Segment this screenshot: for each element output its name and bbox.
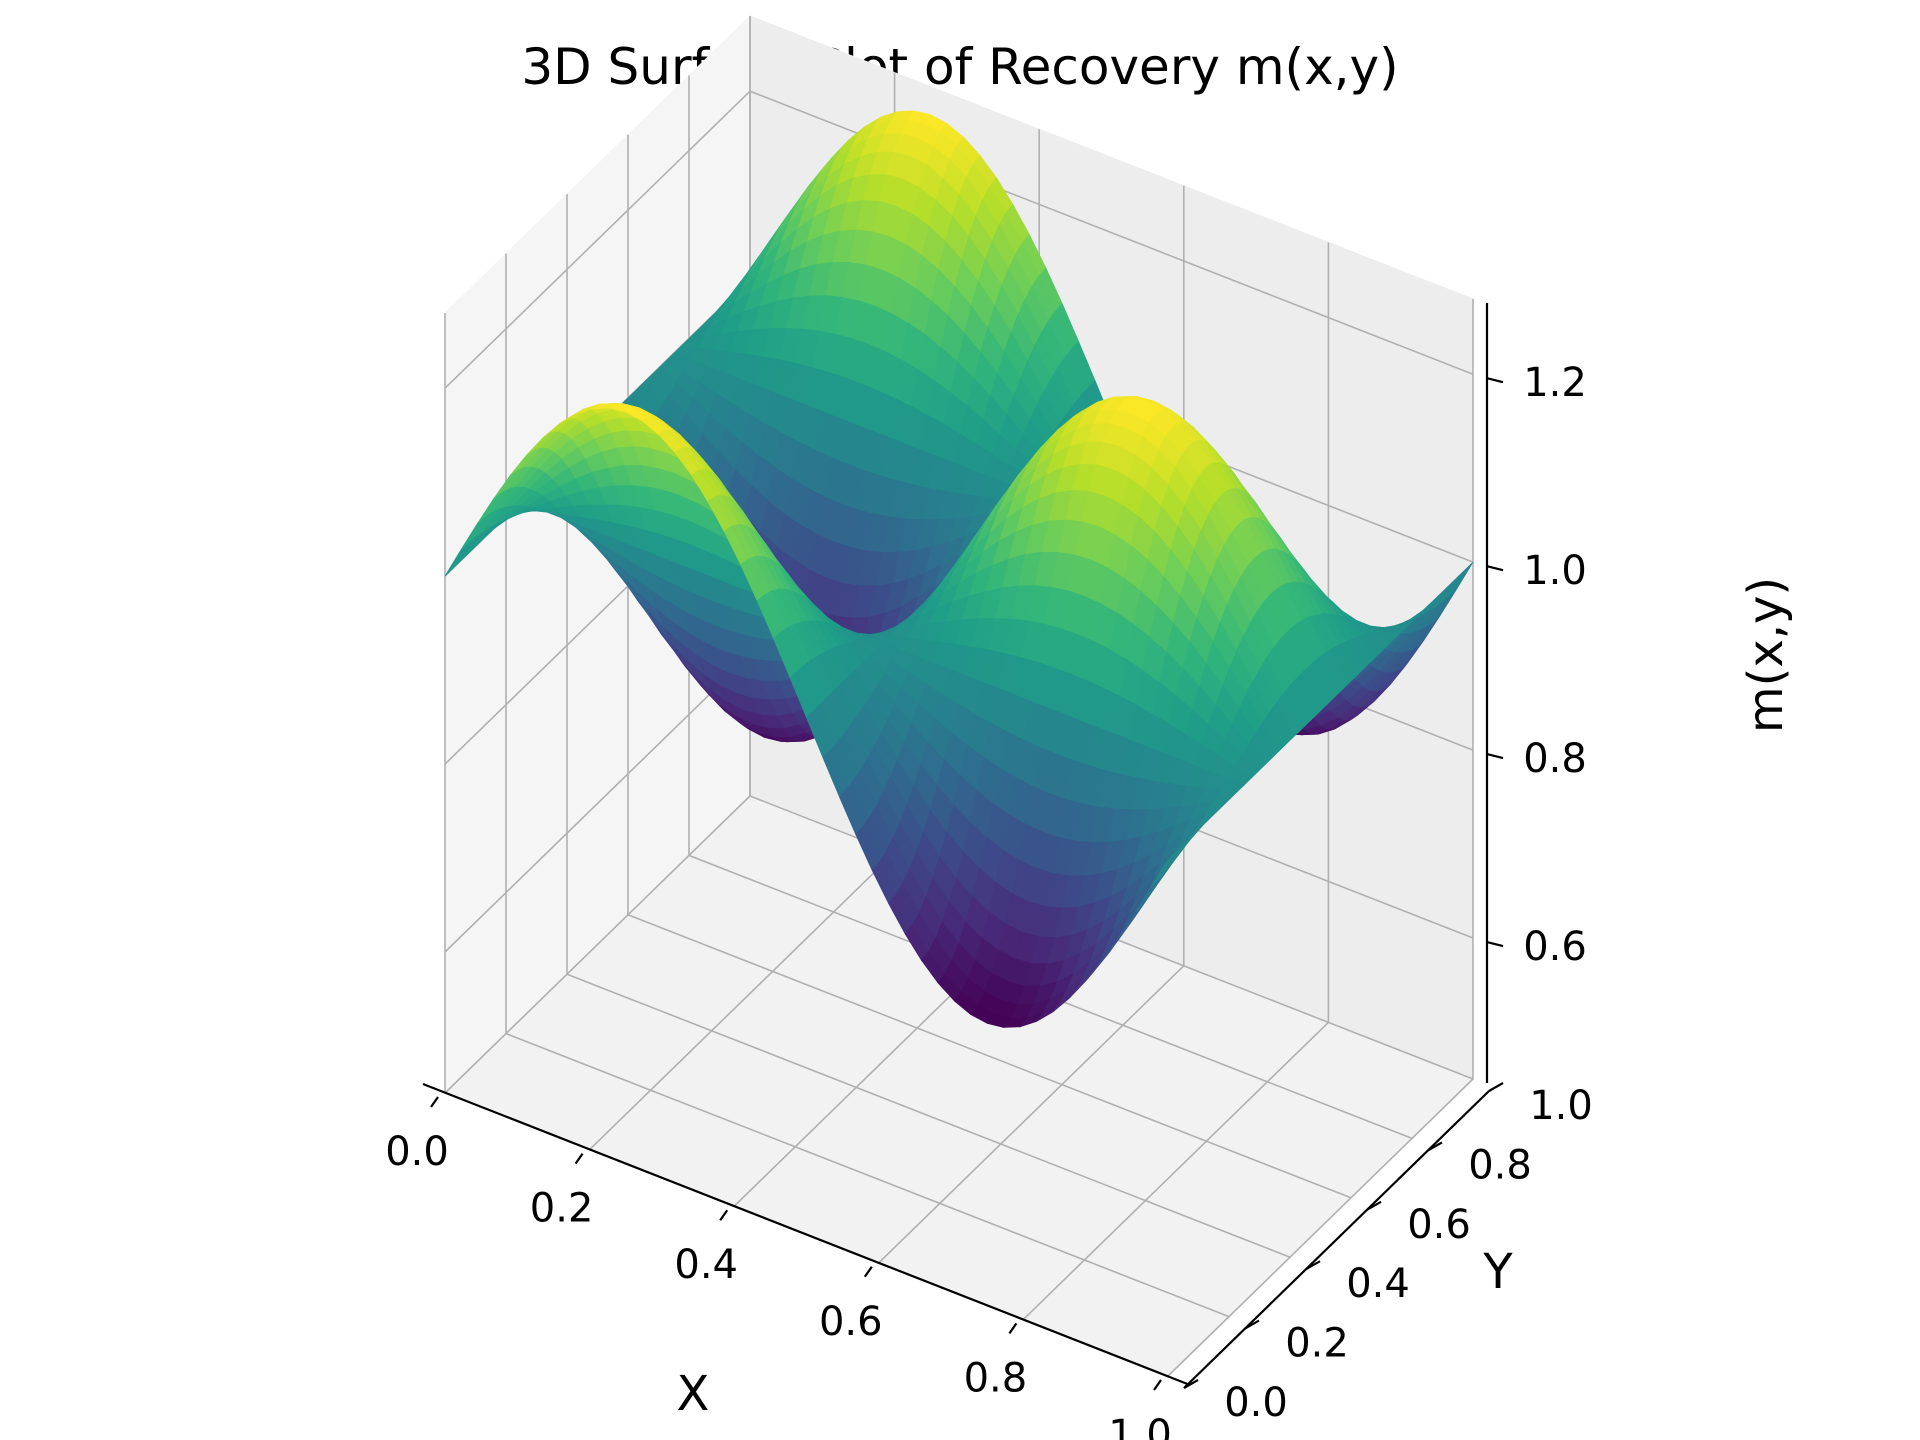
x-tick (430, 1096, 439, 1108)
y-axis-label: Y (1482, 1244, 1513, 1300)
y-tick-label: 0.4 (1346, 1261, 1410, 1307)
x-axis-label: X (677, 1366, 710, 1422)
y-tick (1427, 1141, 1443, 1152)
surface-mesh (444, 110, 1474, 1028)
y-tick-label: 0.6 (1407, 1202, 1471, 1248)
z-tick-label: 0.8 (1523, 736, 1587, 782)
y-tick (1488, 1082, 1504, 1092)
y-tick-label: 0.8 (1468, 1142, 1532, 1188)
z-tick-label: 1.2 (1523, 360, 1587, 406)
z-tick (1486, 753, 1504, 760)
x-tick-label: 0.4 (674, 1242, 738, 1288)
y-tick-label: 1.0 (1529, 1083, 1593, 1129)
tick-labels: 0.0 0.2 0.4 0.6 0.8 1.0 0.0 0.2 0.4 0.6 0.8 1.0 0.6 0… (385, 360, 1593, 1440)
x-tick (1008, 1322, 1018, 1335)
y-tick (1366, 1200, 1382, 1211)
x-tick (863, 1266, 873, 1278)
z-tick (1486, 565, 1504, 572)
y-tick-label: 0.0 (1224, 1380, 1288, 1426)
z-tick-label: 0.6 (1523, 924, 1587, 970)
axis-lines (422, 303, 1490, 1389)
y-tick (1244, 1319, 1260, 1330)
x-tick (574, 1152, 584, 1165)
grid-line-y (688, 75, 1413, 1140)
y-tick (1305, 1260, 1321, 1271)
x-tick-label: 1.0 (1108, 1412, 1172, 1440)
z-tick (1486, 940, 1504, 948)
x-tick-label: 0.0 (385, 1129, 449, 1175)
grid-line-y (627, 134, 1352, 1199)
x-tick (719, 1209, 729, 1221)
y-tick-label: 0.2 (1285, 1321, 1349, 1367)
chart-title: 3D Surface Plot of Recovery m(x,y) (521, 38, 1399, 96)
z-tick (1486, 377, 1504, 384)
x-axis-line (422, 1082, 1191, 1387)
z-tick-label: 1.0 (1523, 548, 1587, 594)
tick-marks (430, 377, 1504, 1391)
x-tick-label: 0.8 (964, 1355, 1028, 1401)
grid-line-z (444, 90, 1474, 389)
x-tick (1153, 1379, 1162, 1391)
x-tick-label: 0.6 (819, 1299, 883, 1345)
surface-patch (1151, 852, 1176, 887)
y-tick (1183, 1379, 1199, 1389)
x-tick-label: 0.2 (530, 1186, 594, 1232)
z-axis-label: m(x,y) (1738, 577, 1794, 733)
y-axis-line (1183, 1090, 1490, 1389)
